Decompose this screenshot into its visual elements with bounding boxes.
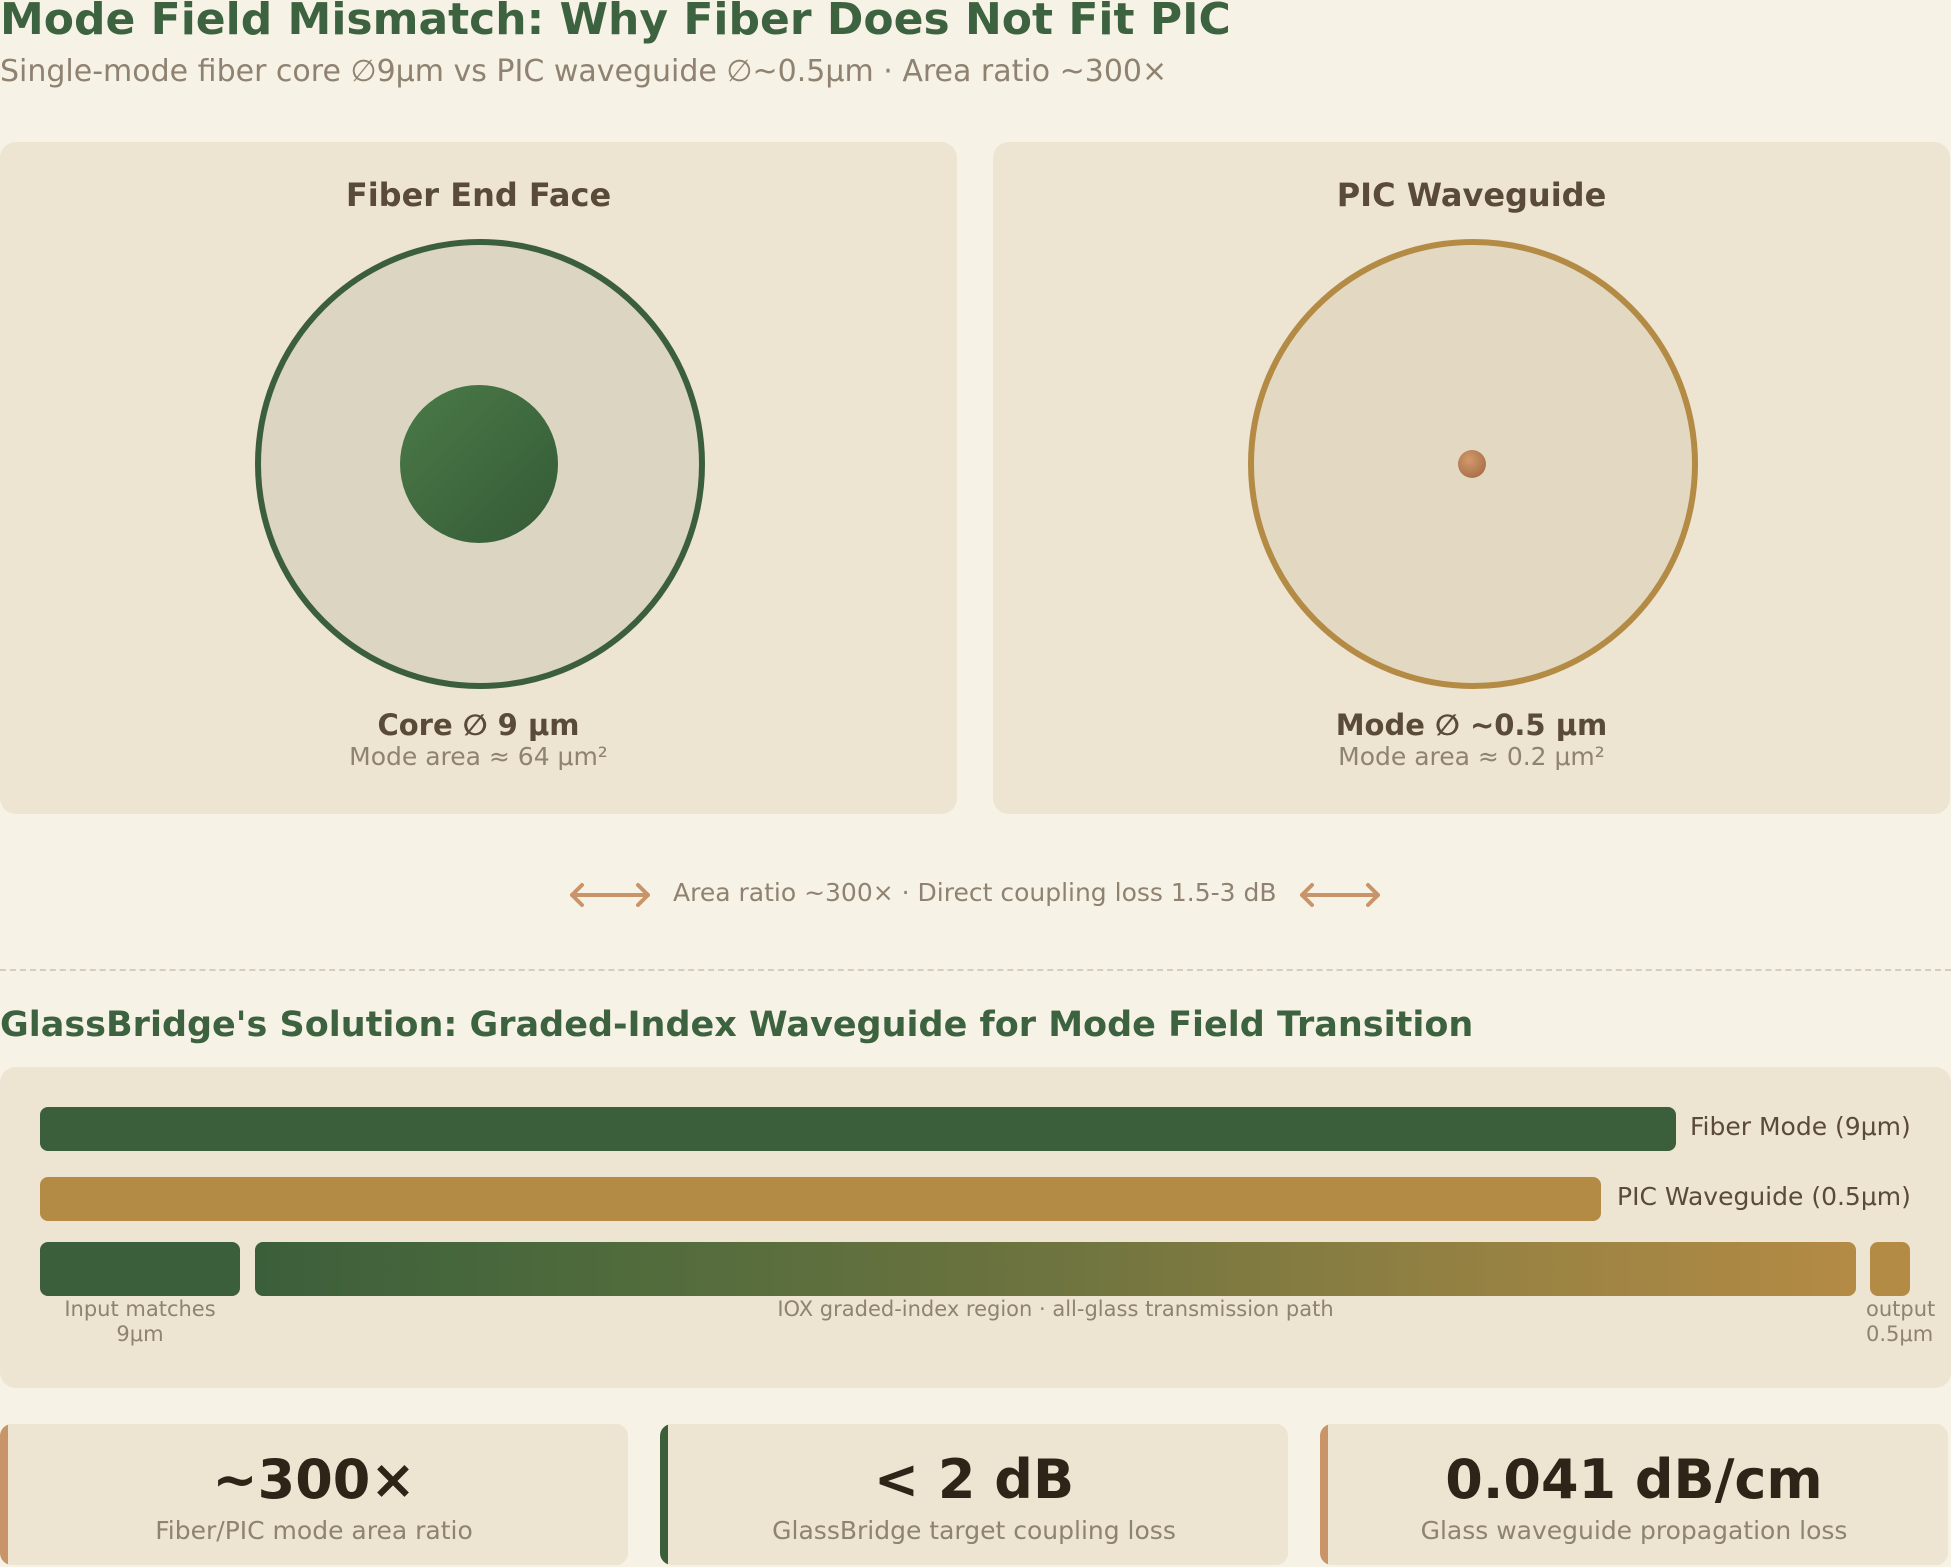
metric-value: 0.041 dB/cm	[1445, 1448, 1823, 1511]
double-arrow-icon	[1300, 883, 1380, 907]
pic-cross-section	[1248, 239, 1698, 689]
pic-waveguide-bar	[40, 1177, 1601, 1221]
graded-index-segment	[255, 1242, 1856, 1296]
fiber-end-face-panel: Fiber End Face Core ∅ 9 μm Mode area ≈ 6…	[0, 142, 957, 814]
graded-index-label: IOX graded-index region · all-glass tran…	[777, 1297, 1334, 1321]
solution-title: GlassBridge's Solution: Graded-Index Wav…	[0, 1005, 1474, 1045]
pic-panel-title: PIC Waveguide	[1336, 176, 1607, 214]
pic-waveguide-bar-label: PIC Waveguide (0.5μm)	[1617, 1182, 1911, 1211]
metric-card-propagation-loss: 0.041 dB/cm Glass waveguide propagation …	[1320, 1424, 1948, 1565]
metric-card-coupling-loss: < 2 dB GlassBridge target coupling loss	[660, 1424, 1288, 1565]
page-title: Mode Field Mismatch: Why Fiber Does Not …	[0, 0, 1231, 45]
metric-value: ~300×	[212, 1448, 416, 1511]
output-segment-label: output 0.5μm	[1866, 1297, 1936, 1347]
pic-mode-dot	[1458, 450, 1486, 478]
card-accent-bar	[1320, 1424, 1328, 1565]
section-divider	[0, 969, 1951, 971]
metric-card-area-ratio: ~300× Fiber/PIC mode area ratio	[0, 1424, 628, 1565]
output-segment	[1870, 1242, 1910, 1296]
page-subtitle: Single-mode fiber core ∅9μm vs PIC waveg…	[0, 54, 1168, 89]
fiber-mode-bar	[40, 1107, 1676, 1151]
pic-mode-diameter: Mode ∅ ~0.5 μm	[1335, 708, 1608, 742]
input-segment	[40, 1242, 240, 1296]
fiber-core	[400, 385, 558, 543]
fiber-cross-section	[255, 239, 705, 689]
area-ratio-text: Area ratio ~300× · Direct coupling loss …	[673, 878, 1277, 907]
metric-label: Glass waveguide propagation loss	[1420, 1516, 1848, 1545]
card-accent-bar	[660, 1424, 668, 1565]
solution-panel: Fiber Mode (9μm) PIC Waveguide (0.5μm) I…	[0, 1067, 1951, 1388]
card-accent-bar	[0, 1424, 8, 1565]
fiber-mode-area: Mode area ≈ 64 μm²	[349, 742, 608, 771]
pic-mode-area: Mode area ≈ 0.2 μm²	[1338, 742, 1605, 771]
metric-label: Fiber/PIC mode area ratio	[155, 1516, 473, 1545]
pic-waveguide-panel: PIC Waveguide Mode ∅ ~0.5 μm Mode area ≈…	[993, 142, 1950, 814]
metric-label: GlassBridge target coupling loss	[772, 1516, 1176, 1545]
fiber-core-diameter: Core ∅ 9 μm	[377, 708, 580, 742]
fiber-mode-bar-label: Fiber Mode (9μm)	[1690, 1112, 1911, 1141]
double-arrow-icon	[570, 883, 650, 907]
fiber-panel-title: Fiber End Face	[345, 176, 612, 214]
input-segment-label: Input matches 9μm	[64, 1297, 216, 1347]
area-ratio-row: Area ratio ~300× · Direct coupling loss …	[0, 876, 1951, 916]
metric-value: < 2 dB	[873, 1448, 1075, 1511]
